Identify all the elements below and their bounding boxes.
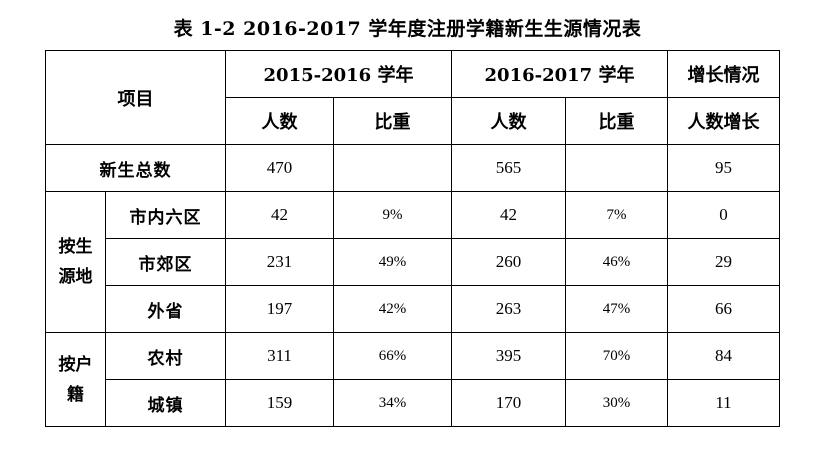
cell-y2-ratio: 30% — [565, 379, 668, 427]
table-row: 按生 源地 市内六区 42 9% 42 7% 0 — [45, 191, 780, 333]
group-label-line2: 籍 — [67, 384, 84, 405]
cell-y1-ratio: 42% — [333, 285, 452, 333]
cell-y1-ratio: 49% — [333, 238, 452, 286]
cell-y2-count: 260 — [451, 238, 566, 286]
cell-y2-ratio: 7% — [565, 191, 668, 239]
cell-y1-count: 42 — [225, 191, 334, 239]
cell-growth: 11 — [667, 379, 780, 427]
table-title: 表 1-2 2016-2017 学年度注册学籍新生生源情况表 — [173, 18, 642, 40]
row-label: 城镇 — [105, 379, 226, 427]
cell-y1-ratio — [333, 144, 452, 192]
row-label: 市郊区 — [105, 238, 226, 286]
cell-y2-count: 263 — [451, 285, 566, 333]
cell-growth: 95 — [667, 144, 780, 192]
cell-growth: 66 — [667, 285, 780, 333]
group-label-line1: 按户 — [58, 354, 93, 375]
cell-y1-count: 159 — [225, 379, 334, 427]
table-row: 按户 籍 农村 311 66% 395 70% 84 — [45, 332, 780, 427]
cell-y2-ratio: 70% — [565, 332, 668, 380]
cell-y2-count: 170 — [451, 379, 566, 427]
cell-y1-count: 470 — [225, 144, 334, 192]
row-label: 农村 — [105, 332, 226, 380]
header-item: 项目 — [45, 50, 226, 145]
header-row-years: 项目 2015-2016 学年 2016-2017 学年 增长情况 — [45, 50, 780, 145]
cell-y2-ratio: 47% — [565, 285, 668, 333]
group-label-by-origin: 按生 源地 — [45, 191, 106, 333]
enrollment-source-table: 项目 2015-2016 学年 2016-2017 学年 增长情况 人数 比重 … — [45, 50, 780, 427]
cell-growth: 29 — [667, 238, 780, 286]
cell-y2-count: 565 — [451, 144, 566, 192]
cell-y2-ratio: 46% — [565, 238, 668, 286]
cell-y1-count: 197 — [225, 285, 334, 333]
cell-y1-ratio: 34% — [333, 379, 452, 427]
group-label-line1: 按生 — [58, 237, 93, 257]
header-y2-ratio: 比重 — [565, 97, 668, 145]
header-y1-ratio: 比重 — [333, 97, 452, 145]
table-row: 市郊区 231 49% 260 46% 29 — [46, 238, 780, 286]
cell-y1-ratio: 9% — [333, 191, 452, 239]
table-row: 城镇 159 34% 170 30% 11 — [46, 379, 780, 427]
table-row-total: 新生总数 470 565 95 — [45, 144, 780, 192]
cell-y2-count: 42 — [451, 191, 566, 239]
header-row-metrics: 人数 比重 人数 比重 人数增长 — [46, 97, 780, 145]
group-label-by-household: 按户 籍 — [45, 332, 106, 427]
cell-y2-count: 395 — [451, 332, 566, 380]
row-label: 市内六区 — [105, 191, 226, 239]
table-row: 外省 197 42% 263 47% 66 — [46, 285, 780, 333]
cell-y1-count: 231 — [225, 238, 334, 286]
row-label: 新生总数 — [45, 144, 226, 192]
cell-growth: 0 — [667, 191, 780, 239]
header-growth: 增长情况 — [667, 50, 780, 98]
cell-y1-ratio: 66% — [333, 332, 452, 380]
header-year-2016-2017: 2016-2017 学年 — [451, 50, 668, 98]
header-year-2015-2016: 2015-2016 学年 — [225, 50, 452, 98]
group-label-line2: 源地 — [58, 267, 93, 287]
cell-growth: 84 — [667, 332, 780, 380]
header-count-growth: 人数增长 — [667, 97, 780, 145]
row-label: 外省 — [105, 285, 226, 333]
header-y2-count: 人数 — [451, 97, 566, 145]
cell-y2-ratio — [565, 144, 668, 192]
header-y1-count: 人数 — [225, 97, 334, 145]
cell-y1-count: 311 — [225, 332, 334, 380]
